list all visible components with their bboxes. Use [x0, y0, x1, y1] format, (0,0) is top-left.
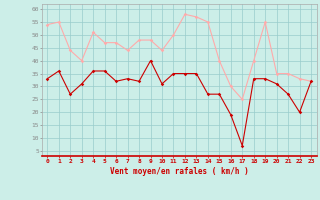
- X-axis label: Vent moyen/en rafales ( km/h ): Vent moyen/en rafales ( km/h ): [110, 167, 249, 176]
